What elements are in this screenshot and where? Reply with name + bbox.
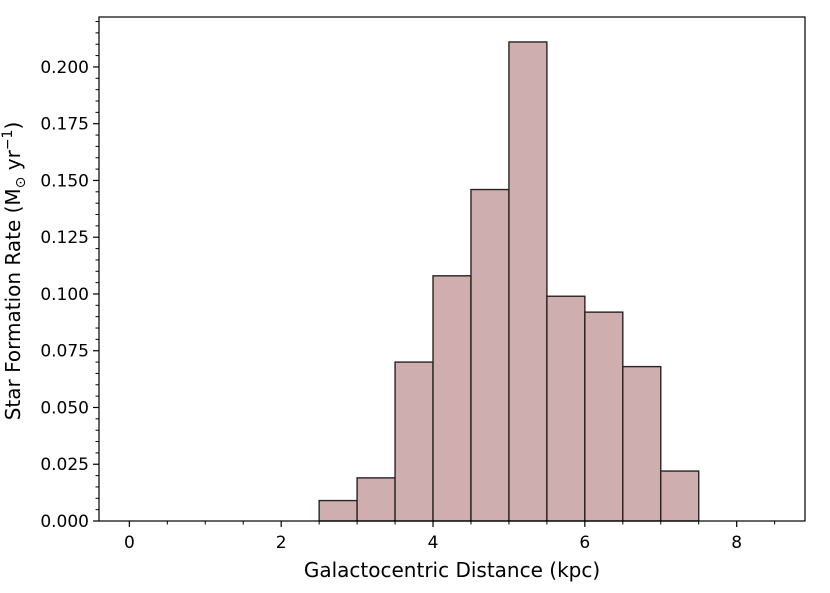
x-tick-label: 2	[276, 533, 287, 553]
y-tick-label: 0.200	[40, 58, 89, 78]
x-axis-label: Galactocentric Distance (kpc)	[304, 558, 600, 582]
y-axis-label-unit: yr	[1, 149, 25, 176]
histogram-bar-7	[584, 311, 624, 522]
x-axis-ticks: 0 2 4 6 8	[124, 521, 776, 553]
y-axis-label-sun-symbol: ⊙	[13, 177, 29, 189]
plot-frame	[98, 16, 806, 522]
y-tick-label: 0.050	[40, 398, 89, 418]
histogram-bar-2	[394, 361, 434, 522]
y-axis-label-close: )	[1, 122, 25, 130]
y-tick-label: 0.125	[40, 228, 89, 248]
histogram-bar-9	[660, 470, 700, 522]
histogram-bar-5	[508, 41, 548, 522]
x-tick-label: 8	[731, 533, 742, 553]
histogram-bar-3	[432, 275, 472, 522]
y-tick-label: 0.075	[40, 342, 89, 362]
y-axis-ticks: 0.000 0.025 0.050 0.075 0.100 0.125 0.150 0.175…	[40, 21, 99, 532]
y-tick-label: 0.000	[40, 512, 89, 532]
y-tick-label: 0.175	[40, 115, 89, 135]
y-tick-label: 0.025	[40, 455, 89, 475]
x-tick-label: 4	[428, 533, 439, 553]
histogram-bar-1	[356, 477, 396, 522]
histogram-bar-8	[622, 365, 662, 522]
y-axis-label: Star Formation Rate (M⊙ yr−1)	[0, 122, 29, 421]
y-tick-label: 0.150	[40, 171, 89, 191]
x-tick-label: 0	[124, 533, 135, 553]
y-tick-label: 0.100	[40, 285, 89, 305]
histogram-bar-0	[318, 499, 358, 522]
y-axis-label-main: Star Formation Rate (M	[1, 188, 25, 420]
histogram-bar-4	[470, 188, 510, 522]
x-tick-label: 6	[579, 533, 590, 553]
bars-group	[318, 41, 700, 522]
y-axis-label-exponent: −1	[0, 130, 16, 151]
histogram-bar-6	[546, 295, 586, 522]
